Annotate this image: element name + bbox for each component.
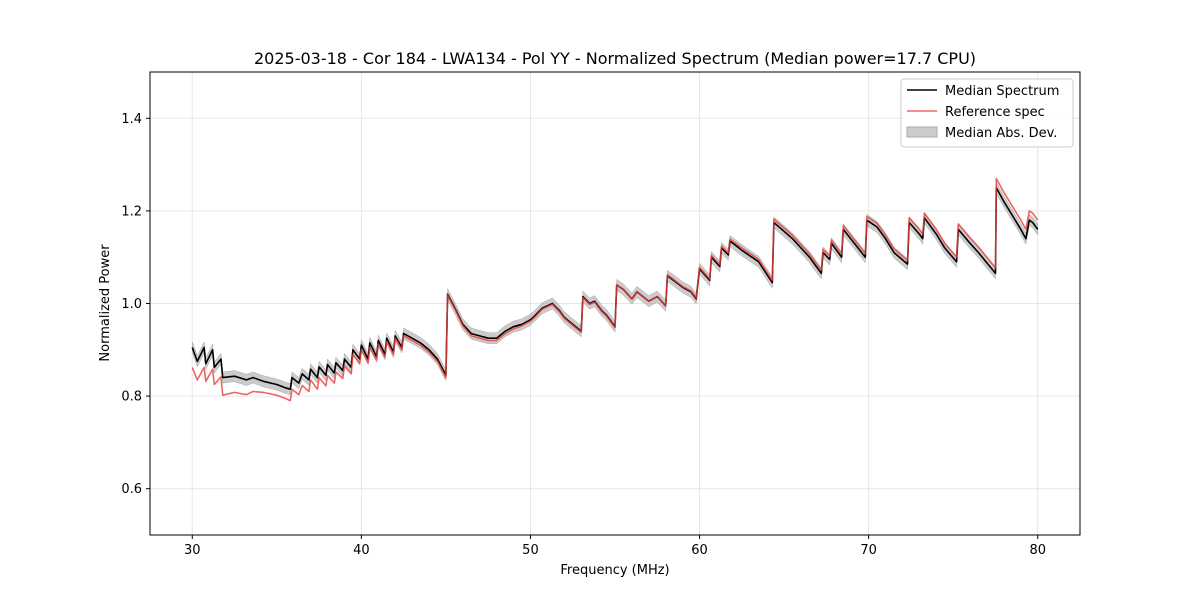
x-tick-label: 50 [522, 543, 539, 558]
reference-spectrum-line [191, 177, 1039, 402]
x-tick-label: 60 [691, 543, 708, 558]
legend-mad-label: Median Abs. Dev. [945, 126, 1057, 141]
y-tick-label: 1.2 [121, 204, 142, 219]
x-tick-label: 80 [1029, 543, 1046, 558]
median-spectrum-line [191, 187, 1039, 391]
x-axis-label: Frequency (MHz) [560, 563, 669, 578]
tick-layer: 30 40 50 60 70 80 0.6 0.8 1.0 1.2 1.4 [121, 112, 1046, 558]
grid-layer [150, 72, 1080, 535]
y-tick-label: 1.4 [121, 112, 142, 127]
legend: Median Spectrum Reference spec Median Ab… [900, 78, 1074, 148]
chart-title: 2025-03-18 - Cor 184 - LWA134 - Pol YY -… [254, 49, 976, 68]
mad-band [192, 181, 1038, 396]
legend-reference-label: Reference spec [945, 105, 1045, 120]
legend-median-label: Median Spectrum [945, 84, 1059, 99]
series-layer [191, 177, 1039, 402]
y-axis-label: Normalized Power [98, 244, 113, 362]
x-tick-label: 30 [184, 543, 201, 558]
x-tick-label: 70 [860, 543, 877, 558]
legend-mad-swatch [906, 126, 938, 138]
x-tick-label: 40 [353, 543, 370, 558]
mad-band-layer [192, 181, 1038, 396]
y-tick-label: 0.6 [121, 482, 142, 497]
y-tick-label: 1.0 [121, 297, 142, 312]
legend-box [900, 78, 1074, 148]
y-tick-label: 0.8 [121, 390, 142, 405]
